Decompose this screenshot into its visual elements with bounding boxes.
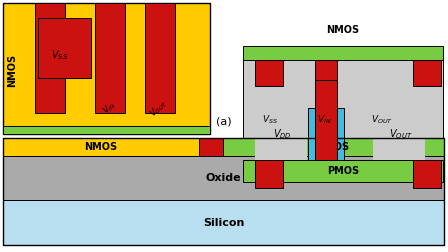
Bar [373, 86, 425, 160]
Text: PMOS: PMOS [318, 142, 349, 152]
Text: PMOS: PMOS [327, 166, 359, 176]
Text: $V_{SS}$: $V_{SS}$ [262, 114, 278, 126]
Text: (a): (a) [216, 117, 232, 127]
Text: $V_{DD}$: $V_{DD}$ [272, 127, 291, 141]
Bar [3, 156, 444, 200]
Bar [3, 200, 444, 245]
Bar [95, 3, 125, 113]
Bar [199, 138, 223, 156]
Bar [243, 160, 443, 182]
Bar [38, 18, 91, 78]
Text: NMOS: NMOS [7, 53, 17, 87]
Bar [3, 138, 199, 156]
Bar [3, 3, 210, 134]
Text: NMOS: NMOS [327, 25, 360, 35]
Text: $V_{OUT}$: $V_{OUT}$ [371, 114, 393, 126]
Text: $V_{OUT}$: $V_{OUT}$ [389, 127, 413, 141]
Bar [255, 160, 283, 188]
Bar [3, 138, 444, 245]
Bar [243, 46, 443, 60]
Bar [255, 86, 307, 160]
Bar [3, 126, 210, 134]
Text: Oxide: Oxide [206, 173, 241, 183]
Text: $V_{SS}$: $V_{SS}$ [52, 48, 69, 62]
Bar [413, 160, 441, 188]
Text: $V_{IN}$: $V_{IN}$ [100, 99, 118, 117]
Bar [243, 60, 443, 160]
Bar [315, 80, 337, 160]
Bar [315, 60, 337, 86]
Bar [413, 60, 441, 86]
Bar [223, 138, 444, 156]
Text: Silicon: Silicon [203, 217, 244, 228]
Bar [308, 108, 344, 160]
Bar [35, 3, 65, 113]
Text: $V_{OUT}$: $V_{OUT}$ [147, 96, 171, 120]
Text: NMOS: NMOS [84, 142, 117, 152]
Bar [145, 3, 175, 113]
Bar [255, 60, 283, 86]
Text: $V_{IN}$: $V_{IN}$ [317, 114, 332, 126]
